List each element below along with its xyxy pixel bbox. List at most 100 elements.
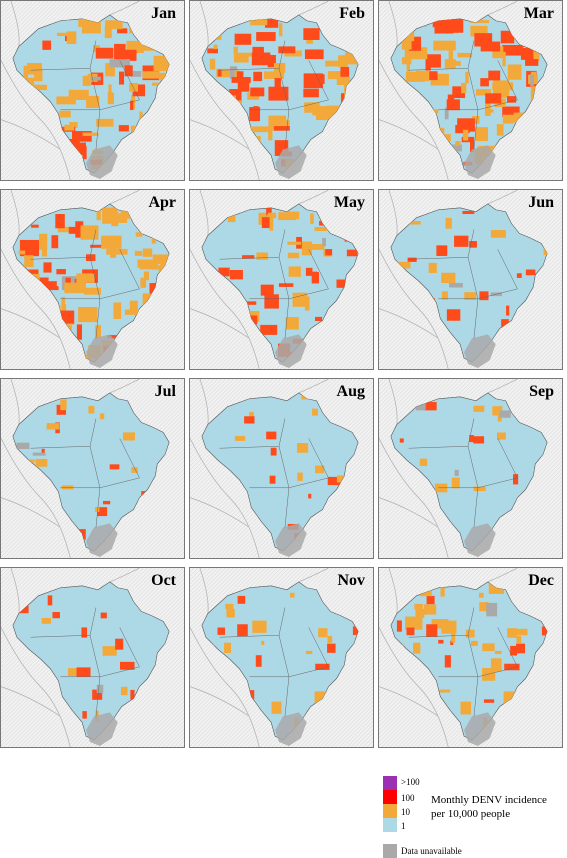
municipality-patch [450,640,454,646]
municipality-patch [82,132,99,136]
municipality-patch [352,626,359,635]
municipality-patch [279,23,283,37]
municipality-patch [207,48,219,54]
municipality-patch [346,249,358,257]
legend-tick-1: 1 [401,821,406,831]
municipality-patch [520,47,534,60]
municipality-patch [100,612,107,619]
month-label: Dec [528,572,554,589]
municipality-patch [492,406,503,416]
municipality-patch [37,281,57,288]
municipality-patch [506,305,510,316]
municipality-patch [18,250,26,255]
municipality-patch [124,65,133,77]
legend-title-line1: Monthly DENV incidence [431,794,547,806]
municipality-patch [516,273,522,278]
municipality-patch [414,603,423,610]
municipality-patch [151,237,156,244]
municipality-patch [482,668,496,681]
municipality-patch [446,99,460,111]
incidence-patches [391,582,548,741]
municipality-patch [273,63,286,74]
municipality-patch [33,277,49,284]
municipality-patch [213,44,218,50]
municipality-patch [305,650,313,655]
municipality-patch [480,78,489,87]
municipality-patch [269,475,276,484]
data-unavailable-region [86,712,118,747]
municipality-patch [413,642,421,654]
municipality-patch [516,643,525,654]
municipality-patch [473,436,485,444]
municipality-patch [285,120,290,128]
incidence-patches [203,15,359,174]
municipality-patch [266,431,277,440]
municipality-patch [41,618,52,624]
municipality-patch [267,54,276,68]
municipality-patch [95,47,114,59]
municipality-patch [426,624,438,637]
municipality-patch [227,210,236,223]
municipality-patch [401,57,412,65]
municipality-patch [209,58,216,70]
municipality-patch [225,603,234,610]
municipality-patch [494,650,502,655]
month-label: Apr [148,194,176,211]
municipality-patch [315,663,330,670]
municipality-patch [85,254,96,262]
municipality-patch [57,226,72,233]
map-panel-sep: Sep [378,378,563,559]
municipality-patch [530,73,534,87]
municipality-patch [105,63,115,77]
brazil-map [1,190,184,369]
map-panel-jun: Jun [378,189,563,370]
municipality-patch [415,70,430,82]
municipality-patch [415,400,426,411]
municipality-patch [217,69,222,77]
municipality-patch [469,241,477,248]
municipality-patch [264,294,279,309]
municipality-patch [301,241,312,256]
municipality-patch [473,405,485,412]
municipality-patch [419,458,428,466]
data-unavailable-region [275,523,307,558]
brazil-map [379,379,562,558]
municipality-patch [251,52,271,66]
municipality-patch [314,226,331,232]
municipality-patch [525,269,536,276]
municipality-patch [284,50,302,57]
municipality-patch [250,126,269,133]
municipality-patch [292,292,308,307]
municipality-patch [455,141,461,146]
municipality-patch [441,272,456,284]
municipality-patch [43,262,52,273]
municipality-patch [96,118,114,127]
municipality-patch [67,668,81,676]
municipality-patch [325,249,333,256]
municipality-patch [107,335,123,339]
municipality-patch [490,230,506,238]
municipality-patch [237,624,248,637]
municipality-patch [405,616,423,630]
municipality-patch [285,317,299,330]
municipality-patch [315,465,325,474]
municipality-patch [264,18,279,28]
municipality-patch [233,54,249,63]
municipality-patch [340,66,350,78]
municipality-patch [234,33,252,45]
municipality-patch [31,224,39,228]
municipality-patch [96,684,104,694]
municipality-patch [470,640,478,646]
municipality-patch [260,324,278,335]
legend-tick-10: 10 [401,807,410,817]
municipality-patch [405,221,421,225]
municipality-patch [117,28,128,34]
municipality-patch [115,638,124,650]
municipality-patch [502,106,520,118]
data-unavailable-region [86,523,118,558]
legend-swatch-10 [383,804,397,818]
brazil-map [1,568,184,747]
municipality-patch [34,68,43,82]
municipality-patch [159,72,170,81]
municipality-patch [231,77,251,83]
